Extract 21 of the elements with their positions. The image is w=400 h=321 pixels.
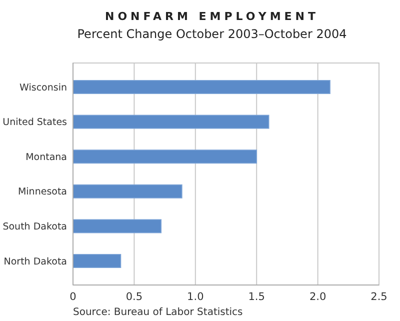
x-tick-label: 0.5 — [126, 291, 143, 303]
bar — [72, 80, 330, 94]
bar — [72, 219, 162, 234]
x-tick-label: 1.5 — [248, 291, 265, 303]
chart-subtitle: Percent Change October 2003–October 2004 — [77, 27, 347, 41]
chart-title: NONFARM EMPLOYMENT — [104, 10, 320, 23]
x-tick-label: 0 — [70, 291, 76, 303]
bar — [72, 150, 257, 164]
source-note: Source: Bureau of Labor Statistics — [73, 307, 243, 318]
y-tick-label: Montana — [26, 152, 67, 163]
bar — [72, 254, 122, 268]
bar — [72, 114, 270, 129]
y-tick-label: Wisconsin — [20, 82, 67, 94]
bar — [72, 184, 182, 198]
y-tick-label: Minnesota — [18, 186, 67, 198]
x-tick-label: 2.0 — [309, 291, 326, 303]
y-tick-label: United States — [2, 117, 68, 128]
x-tick-label: 1.0 — [187, 291, 204, 303]
y-tick-label: South Dakota — [2, 222, 67, 233]
x-tick-label: 2.5 — [370, 291, 388, 303]
y-tick-label: North Dakota — [4, 256, 67, 268]
